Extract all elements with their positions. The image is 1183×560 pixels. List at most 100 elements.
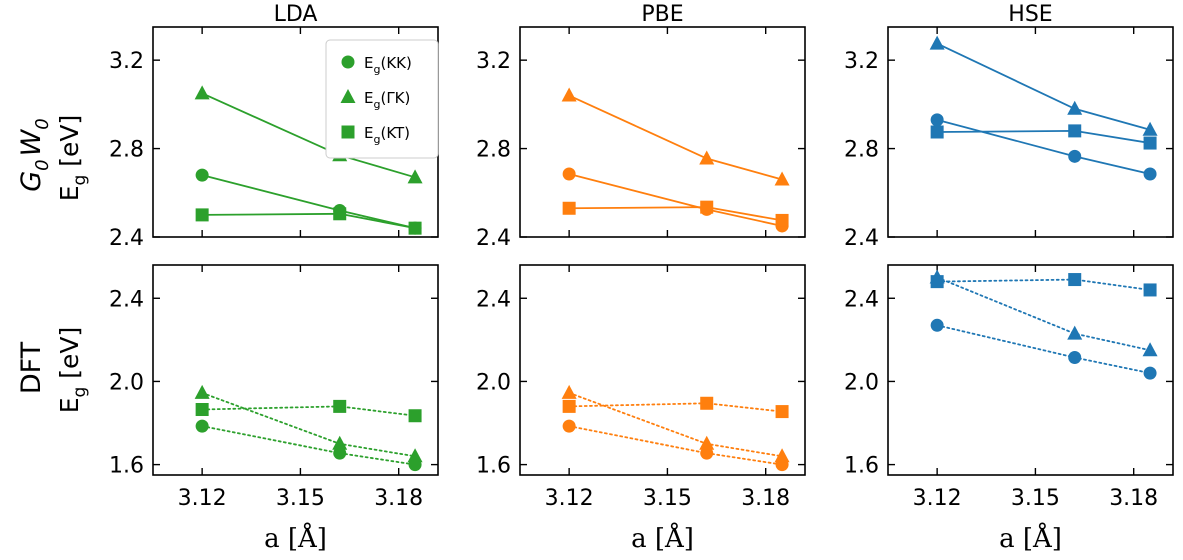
series-line (568, 173, 783, 227)
data-point-triangle (774, 448, 790, 463)
y-tick-label: 1.6 (109, 454, 144, 479)
top-ylabel-main: E (55, 185, 84, 201)
series-e-g-kk (195, 168, 422, 235)
series-line (568, 425, 783, 466)
data-point-triangle (194, 384, 210, 399)
y-tick-label: 2.0 (476, 370, 511, 395)
top-row-method: G0W0 (16, 118, 53, 192)
data-point-square (1143, 136, 1157, 150)
legend-kk-main: E (364, 54, 373, 72)
y-tick-label: 2.0 (844, 370, 879, 395)
data-point-circle (562, 167, 576, 181)
data-point-square (930, 275, 944, 289)
series-line (936, 278, 1151, 291)
series-e-g-kk (562, 167, 789, 233)
data-point-square (930, 125, 944, 139)
series-line (201, 405, 416, 417)
top-ylabel-unit: [eV] (55, 115, 84, 175)
data-point-square (1068, 124, 1082, 138)
data-point-triangle (1142, 342, 1158, 357)
series-line (201, 174, 416, 230)
y-tick-label: 1.6 (476, 454, 511, 479)
panel-title-hse: HSE (1008, 2, 1052, 27)
x-axis-label: a [Å] (631, 522, 694, 554)
panel-frame (152, 264, 439, 476)
y-tick-label: 2.8 (109, 138, 144, 163)
data-point-square (562, 399, 576, 413)
panel-5: 1.6 2.0 2.4 3.12 3.15 3.18 a [Å] (476, 264, 806, 554)
legend-kk-sub: g (373, 63, 380, 76)
data-point-circle (562, 419, 576, 433)
series-e-g-kt (195, 399, 422, 423)
data-point-circle (1143, 366, 1157, 380)
series-e-g-kt (930, 124, 1157, 150)
y-tick-label: 2.4 (476, 287, 511, 312)
y-tick-label: 3.2 (109, 49, 144, 74)
top-row-ylabel: Eg [eV] (55, 115, 90, 202)
series-e-g-kk (930, 318, 1157, 380)
series-line (936, 324, 1151, 375)
top-method-sub: 0 (32, 159, 53, 170)
panel-frame (887, 264, 1174, 476)
data-point-triangle (929, 35, 945, 50)
data-point-triangle (1142, 121, 1158, 136)
x-tick-label: 3.18 (741, 486, 790, 511)
panel-3: 2.4 2.8 3.2 HSE (844, 2, 1174, 251)
series-line (936, 42, 1151, 131)
bottom-row-label: DFT Eg [eV] (16, 327, 90, 414)
top-row-label: G0W0 Eg [eV] (16, 115, 90, 202)
x-tick-label: 3.15 (276, 486, 325, 511)
x-tick-label: 3.18 (374, 486, 423, 511)
series-e-g-kt (562, 200, 789, 227)
top-method2-sub: 0 (32, 118, 53, 129)
legend-entry-kk: Eg(KK) (341, 54, 412, 76)
data-point-circle (930, 318, 944, 332)
y-tick-label: 2.8 (844, 138, 879, 163)
legend-label-kk: Eg(KK) (364, 54, 412, 76)
legend-label-kt: Eg(KT) (364, 124, 410, 146)
top-method-main: G (16, 171, 47, 192)
x-axis-label: a [Å] (264, 522, 327, 554)
data-point-square (562, 201, 576, 215)
series-e-g-k (561, 87, 790, 186)
legend-gk-sub: g (373, 98, 380, 111)
data-point-triangle (1067, 100, 1083, 115)
data-point-triangle (699, 435, 715, 450)
panel-1: 2.4 2.8 3.2 LDA (109, 2, 439, 251)
data-point-square (700, 396, 714, 410)
panels: 2.4 2.8 3.2 LDA 2.4 2.8 3.2 PBE 2.4 2.8 3.2 HSE 1.6 2… (109, 2, 1174, 554)
top-method2-main: W (16, 128, 47, 156)
data-point-square (700, 200, 714, 214)
data-point-triangle (561, 384, 577, 399)
legend-entry-kt: Eg(KT) (341, 124, 410, 146)
data-point-triangle (407, 448, 423, 463)
x-tick-label: 3.15 (643, 486, 692, 511)
series-line (936, 118, 1151, 175)
data-point-circle (195, 419, 209, 433)
y-tick-label: 2.4 (109, 226, 144, 251)
data-point-circle (333, 446, 347, 460)
legend: Eg(KK) Eg(ΓK) Eg(KT) (325, 39, 439, 159)
legend-gk-main: E (364, 89, 373, 107)
y-tick-label: 1.6 (844, 454, 879, 479)
series-e-g-k (561, 384, 790, 463)
series-line (568, 94, 783, 181)
y-tick-label: 2.4 (844, 226, 879, 251)
data-point-triangle (774, 171, 790, 186)
y-tick-label: 3.2 (476, 49, 511, 74)
series-e-g-kt (562, 396, 789, 419)
data-point-circle (195, 168, 209, 182)
y-tick-label: 2.4 (844, 287, 879, 312)
bottom-ylabel-main: E (55, 397, 84, 413)
y-tick-label: 2.8 (476, 138, 511, 163)
panel-title-pbe: PBE (641, 2, 683, 27)
data-point-square (408, 221, 422, 235)
data-point-square (775, 213, 789, 227)
panel-frame (887, 26, 1174, 238)
x-tick-label: 3.18 (1109, 486, 1158, 511)
series-line (201, 425, 416, 466)
x-axis-label: a [Å] (999, 522, 1062, 554)
y-tick-label: 2.4 (476, 226, 511, 251)
data-point-square (333, 207, 347, 221)
